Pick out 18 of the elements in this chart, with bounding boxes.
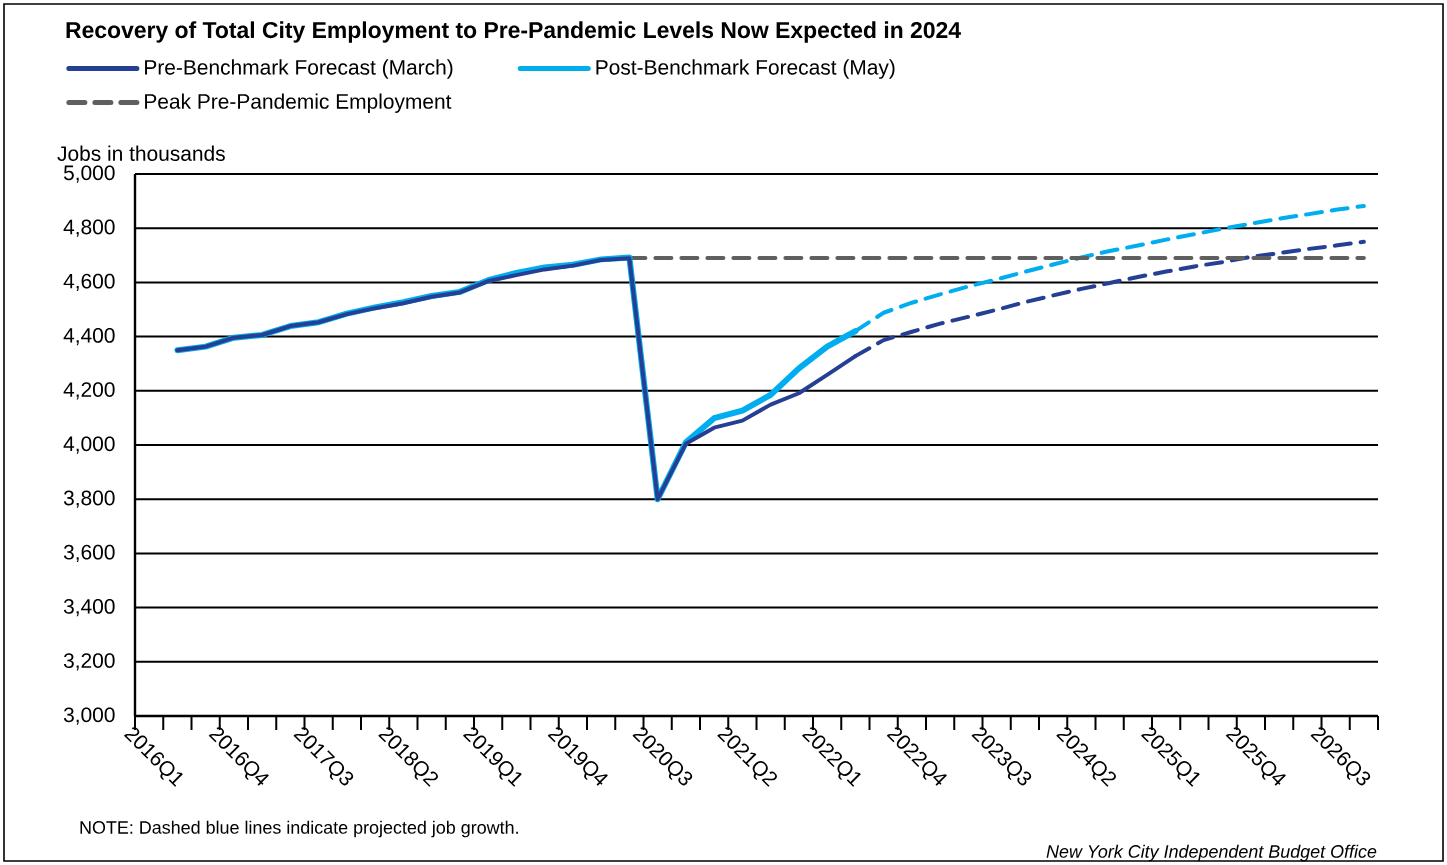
y-tick-label: 4,200 [63,382,115,400]
y-tick-label: 4,800 [63,219,115,237]
y-tick-label: 4,400 [63,327,115,346]
text: New York City Independent Budget Office [1046,844,1377,862]
y-tick-label: 5,000 [63,165,115,183]
y-tick-label: 3,400 [63,598,115,617]
y-tick-label: 3,600 [63,544,115,563]
y-axis-title: Jobs in thousands [57,145,225,161]
chart-title: Recovery of Total City Employment to Pre-Pandemic Levels Now Expected in 2024 [66,21,961,43]
legend-label: Pre-Benchmark Forecast (March) [145,59,453,79]
y-tick-label: 4,600 [63,273,115,292]
legend-label: Peak Pre-Pandemic Employment [145,93,452,113]
text: NOTE: Dashed blue lines indicate projected job growth. [80,820,518,838]
y-tick-label: 3,000 [63,707,115,725]
legend-label: Post-Benchmark Forecast (May) [596,59,895,79]
y-tick-label: 3,200 [63,653,115,671]
y-tick-label: 4,000 [63,436,115,454]
y-tick-label: 3,800 [63,490,115,508]
